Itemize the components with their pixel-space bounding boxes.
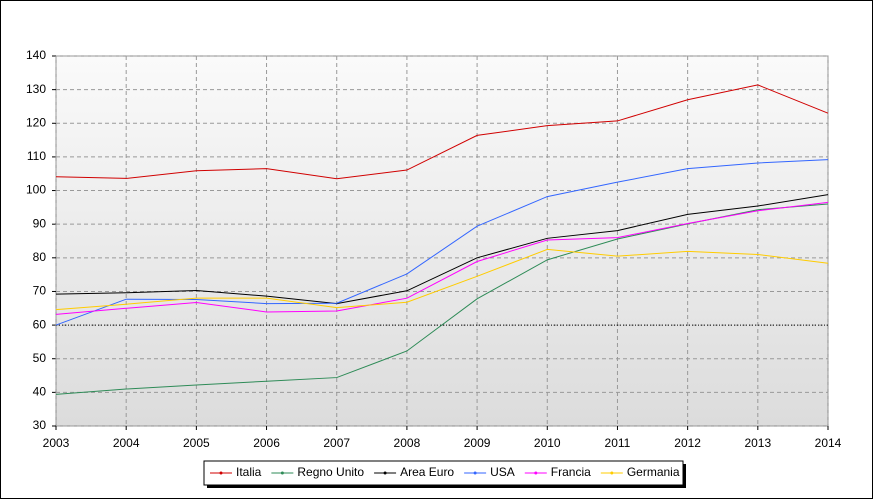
grid xyxy=(52,55,829,430)
series-line xyxy=(55,84,829,180)
y-tick-label: 50 xyxy=(33,351,47,365)
x-tick-label: 2012 xyxy=(674,436,701,450)
y-tick-label: 60 xyxy=(33,317,47,331)
y-tick-label: 90 xyxy=(33,216,47,230)
legend-label: Italia xyxy=(236,465,262,479)
x-tick-label: 2003 xyxy=(43,436,70,450)
x-tick-label: 2004 xyxy=(113,436,140,450)
x-tick-label: 2011 xyxy=(605,436,631,450)
x-tick-label: 2005 xyxy=(183,436,210,450)
y-tick-label: 130 xyxy=(26,82,46,96)
x-tick-label: 2014 xyxy=(815,436,842,450)
legend-marker xyxy=(280,471,284,475)
y-tick-label: 100 xyxy=(26,183,46,197)
legend-marker xyxy=(473,471,477,475)
plot-area xyxy=(55,55,829,427)
legend-label: Regno Unito xyxy=(297,465,364,479)
x-tick-label: 2008 xyxy=(394,436,421,450)
x-tick-label: 2010 xyxy=(534,436,561,450)
legend-marker xyxy=(219,471,223,475)
x-tick-label: 2013 xyxy=(744,436,771,450)
series-line xyxy=(55,201,829,315)
series-line xyxy=(55,248,829,311)
legend: Italia Regno Unito Area Euro USA Francia Germ… xyxy=(203,460,686,488)
legend-label: Area Euro xyxy=(400,465,454,479)
series-line xyxy=(55,194,829,305)
x-tick-label: 2007 xyxy=(323,436,350,450)
y-tick-label: 120 xyxy=(26,115,46,129)
legend-label: Germania xyxy=(627,465,680,479)
y-tick-label: 40 xyxy=(33,385,47,399)
legend-marker xyxy=(610,471,614,475)
x-tick-label: 2006 xyxy=(253,436,280,450)
y-tick-label: 30 xyxy=(33,418,47,432)
legend-label: Francia xyxy=(551,465,591,479)
lines xyxy=(55,84,829,395)
legend-marker xyxy=(383,471,387,475)
y-tick-label: 140 xyxy=(26,48,46,62)
x-tick-label: 2009 xyxy=(464,436,491,450)
legend-label: USA xyxy=(490,465,515,479)
y-tick-label: 70 xyxy=(33,284,47,298)
y-tick-label: 80 xyxy=(33,250,47,264)
y-tick-label: 110 xyxy=(27,149,46,163)
legend-marker xyxy=(534,471,538,475)
